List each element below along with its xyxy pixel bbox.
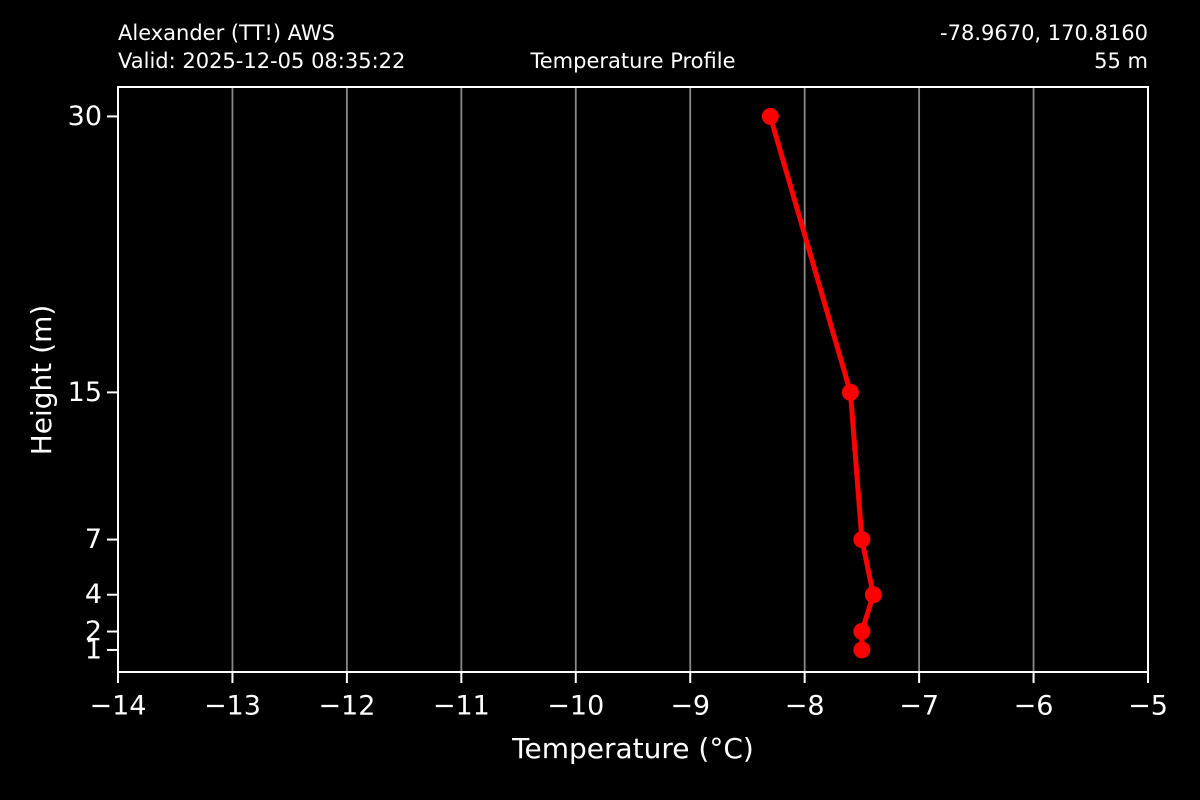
station-name: Alexander (TT!) AWS	[118, 21, 335, 45]
x-tick-label: −14	[90, 691, 147, 722]
y-axis-label: Height (m)	[25, 304, 58, 456]
x-tick-label: −7	[899, 691, 939, 722]
x-axis-label: Temperature (°C)	[512, 732, 754, 765]
plot-frame	[117, 86, 1149, 673]
data-point-marker	[761, 107, 779, 125]
x-tick-label: −9	[670, 691, 710, 722]
y-tick-label: 1	[85, 634, 102, 665]
data-point-marker	[864, 586, 882, 604]
x-tick-label: −5	[1128, 691, 1168, 722]
data-point-marker	[853, 531, 871, 549]
x-tick-label: −12	[318, 691, 375, 722]
temperature-line	[767, 113, 876, 653]
y-tick-label: 2	[85, 616, 102, 647]
data-point-marker	[841, 383, 859, 401]
x-tick-label: −13	[204, 691, 261, 722]
y-tick-label: 4	[85, 579, 102, 610]
x-tick-label: −8	[785, 691, 825, 722]
data-point-marker	[853, 641, 871, 659]
x-tick-label: −11	[433, 691, 490, 722]
chart-title: Temperature Profile	[530, 49, 736, 73]
x-tick-label: −10	[547, 691, 604, 722]
valid-timestamp: Valid: 2025-12-05 08:35:22	[118, 49, 406, 73]
y-tick-label: 30	[68, 101, 102, 132]
y-tick-label: 7	[85, 524, 102, 555]
station-elevation: 55 m	[1094, 49, 1148, 73]
y-tick-label: 15	[68, 377, 102, 408]
x-tick-label: −6	[1014, 691, 1054, 722]
data-point-marker	[853, 623, 871, 641]
station-coordinates: -78.9670, 170.8160	[940, 21, 1148, 45]
